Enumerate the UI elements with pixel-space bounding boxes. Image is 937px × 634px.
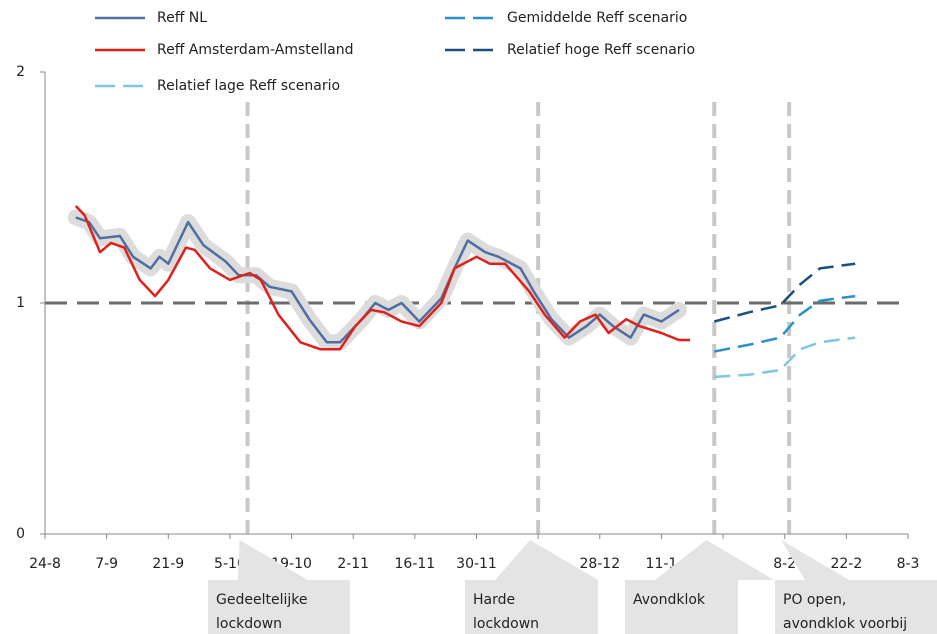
legend-label: Relatief hoge Reff scenario — [507, 42, 695, 58]
series-line — [75, 216, 680, 344]
series-line — [74, 205, 690, 351]
y-tick-label: 0 — [16, 526, 25, 542]
x-tick-label: 24-8 — [29, 556, 61, 572]
series-line — [714, 294, 856, 353]
legend-label: Reff Amsterdam-Amstelland — [157, 42, 354, 58]
x-tick-label: 5-10 — [214, 556, 246, 572]
callout-box — [465, 540, 599, 634]
x-tick-label: 22-2 — [830, 556, 862, 572]
x-tick-label: 2-11 — [337, 556, 369, 572]
x-tick-label: 11-1 — [646, 556, 678, 572]
x-tick-label: 28-12 — [579, 556, 620, 572]
event-label: Gedeeltelijke — [216, 592, 307, 608]
legend-label: Relatief lage Reff scenario — [157, 78, 340, 94]
series-line — [713, 262, 856, 323]
callout-box — [775, 540, 937, 634]
series-line — [714, 336, 856, 379]
event-label: lockdown — [216, 616, 282, 632]
event-label: lockdown — [473, 616, 539, 632]
event-label: Avondklok — [633, 592, 706, 608]
y-tick-label: 1 — [16, 295, 25, 311]
legend-label: Gemiddelde Reff scenario — [507, 10, 687, 26]
y-tick-label: 2 — [16, 64, 25, 80]
x-tick-label: 21-9 — [152, 556, 184, 572]
callout-box — [625, 540, 775, 634]
x-tick-label: 7-9 — [95, 556, 118, 572]
event-label: PO open, — [783, 592, 846, 608]
legend-label: Reff NL — [157, 10, 207, 26]
x-tick-label: 30-11 — [456, 556, 497, 572]
callout-box — [208, 540, 350, 634]
x-tick-label: 8-3 — [897, 556, 920, 572]
event-label: avondklok voorbij — [783, 616, 907, 632]
event-label: Harde — [473, 592, 515, 608]
x-tick-label: 8-2 — [773, 556, 796, 572]
x-tick-label: 16-11 — [395, 556, 436, 572]
